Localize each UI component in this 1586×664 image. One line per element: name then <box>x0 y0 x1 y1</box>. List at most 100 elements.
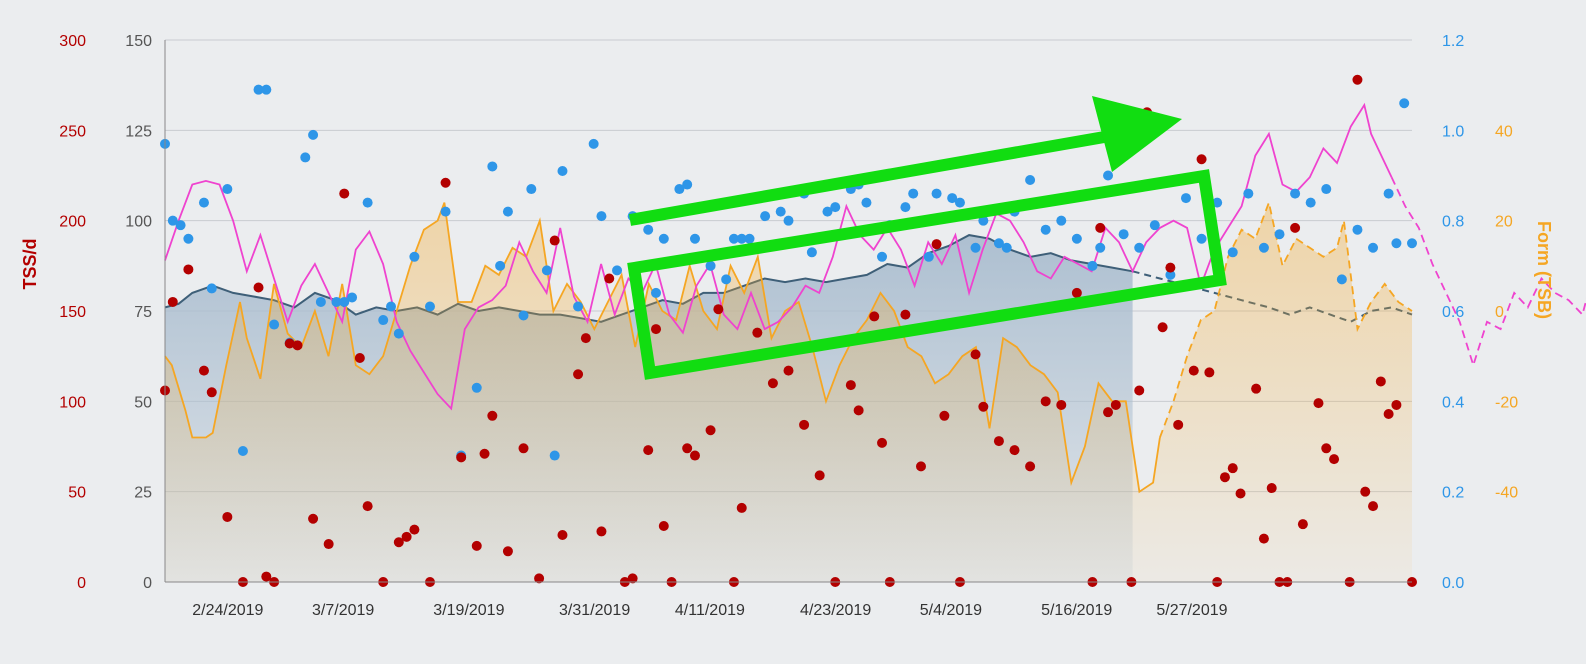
tss-point <box>1134 385 1145 396</box>
intensity-point <box>1095 242 1106 253</box>
intensity-tick-label: 0.8 <box>1442 214 1464 231</box>
fitness-tick-label: 100 <box>125 214 152 231</box>
intensity-point <box>378 315 389 326</box>
tss-point <box>1266 483 1277 494</box>
tss-point <box>736 502 747 513</box>
x-tick-label: 3/7/2019 <box>312 602 374 619</box>
tss-point <box>284 338 295 349</box>
intensity-point <box>222 184 233 195</box>
tss-point <box>1383 408 1394 419</box>
tss-tick-label: 150 <box>59 304 86 321</box>
tss-point <box>479 448 490 459</box>
intensity-point <box>315 296 326 307</box>
intensity-point <box>237 446 248 457</box>
tss-point <box>1251 383 1262 394</box>
tss-point <box>1313 398 1324 409</box>
form-area <box>165 202 1160 582</box>
tss-point <box>1227 463 1238 474</box>
intensity-point <box>931 188 942 199</box>
intensity-point <box>183 233 194 244</box>
tss-point <box>1196 154 1207 165</box>
tss-tick-label: 200 <box>59 214 86 231</box>
intensity-tick-label: 1.2 <box>1442 33 1464 50</box>
intensity-point <box>1196 233 1207 244</box>
intensity-point <box>487 161 498 172</box>
intensity-point <box>783 215 794 226</box>
tss-point <box>1235 488 1246 499</box>
tss-point <box>393 537 404 548</box>
tss-point <box>845 380 856 391</box>
intensity-point <box>502 206 513 217</box>
intensity-point <box>1087 260 1098 271</box>
tss-point <box>978 401 989 412</box>
annotation-rectangle <box>627 169 1227 380</box>
form-tick-label: 20 <box>1495 214 1513 231</box>
intensity-point <box>1056 215 1067 226</box>
tss-point <box>261 571 272 582</box>
form-series <box>164 199 1413 582</box>
form-tick-label: 0 <box>1495 304 1504 321</box>
intensity-point <box>175 220 186 231</box>
tss-point <box>1095 222 1106 233</box>
tss-point <box>1391 399 1402 410</box>
intensity-point <box>908 188 919 199</box>
tss-point <box>814 470 825 481</box>
intensity-point <box>1383 188 1394 199</box>
x-tick-label: 2/24/2019 <box>192 602 263 619</box>
intensity-point <box>658 233 669 244</box>
intensity-point <box>1352 224 1363 235</box>
annotation-arrow-head <box>1092 96 1182 172</box>
intensity-tick-label: 0.6 <box>1442 304 1464 321</box>
intensity-point <box>1391 238 1402 249</box>
tss-point <box>440 177 451 188</box>
x-tick-label: 3/19/2019 <box>433 602 504 619</box>
tss-point <box>1329 454 1340 465</box>
tss-point <box>183 264 194 275</box>
intensity-point <box>1336 274 1347 285</box>
tss-tick-label: 250 <box>59 123 86 140</box>
annotation-arrow-shaft <box>628 130 1112 226</box>
intensity-point <box>877 251 888 262</box>
tss-point <box>409 524 420 535</box>
tss-point <box>401 531 412 542</box>
intensity-point <box>167 215 178 226</box>
intensity-point <box>822 206 833 217</box>
intensity-point <box>744 233 755 244</box>
x-tick-label: 5/27/2019 <box>1156 602 1227 619</box>
tss-point <box>682 443 693 454</box>
intensity-point <box>253 84 264 95</box>
tss-point <box>323 539 334 550</box>
intensity-point <box>518 310 529 321</box>
tss-point <box>1071 287 1082 298</box>
green-annotation <box>627 96 1227 380</box>
intensity-point <box>1040 224 1051 235</box>
intensity-point <box>1368 242 1379 253</box>
fitness-tick-label: 150 <box>125 33 152 50</box>
intensity-tick-label: 1.0 <box>1442 123 1464 140</box>
tss-point <box>1360 486 1371 497</box>
tss-point <box>222 511 233 522</box>
tss-point <box>1165 262 1176 273</box>
tss-point <box>900 309 911 320</box>
intensity-point <box>526 184 537 195</box>
fitness-tick-label: 25 <box>134 485 152 502</box>
tss-point <box>354 352 365 363</box>
tss-point <box>1188 365 1199 376</box>
tss-point <box>471 540 482 551</box>
tss-point <box>339 188 350 199</box>
tss-point <box>167 296 178 307</box>
intensity-point <box>1118 229 1129 240</box>
intensity-point <box>1407 238 1417 249</box>
tss-tick-label: 0 <box>77 575 86 592</box>
tss-point <box>783 365 794 376</box>
tss-point <box>1204 367 1215 378</box>
form-projection-area <box>1159 202 1412 582</box>
form-tick-label: -40 <box>1495 485 1518 502</box>
tss-point <box>604 273 615 284</box>
tss-point <box>689 450 700 461</box>
intensity-point <box>471 382 482 393</box>
intensity-point <box>440 206 451 217</box>
tss-point <box>1368 501 1379 512</box>
tss-point <box>752 327 763 338</box>
